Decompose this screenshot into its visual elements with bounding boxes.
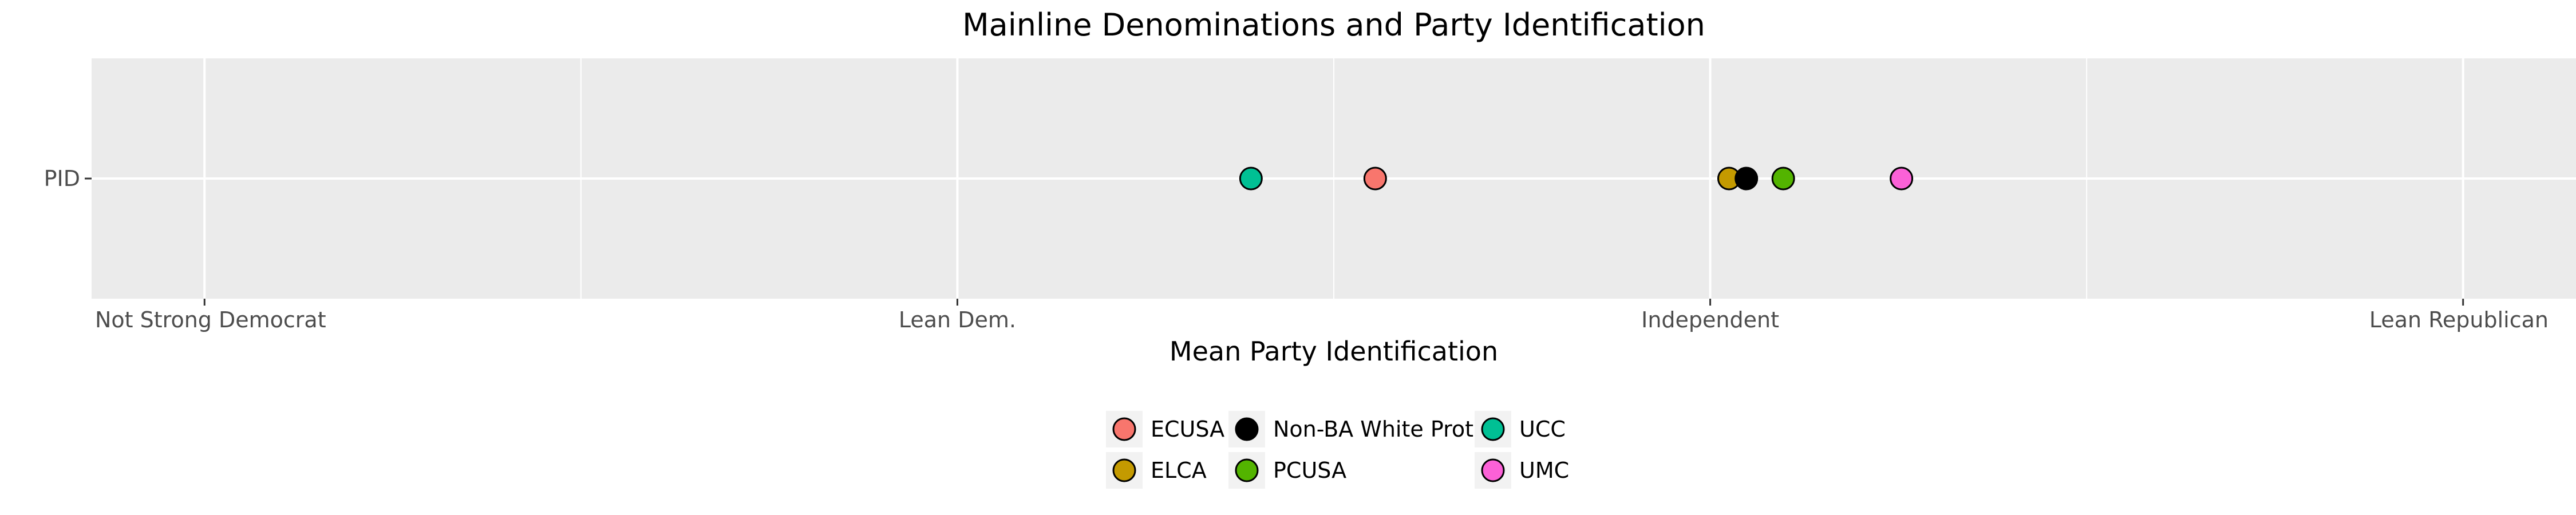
point-pcusa bbox=[1771, 167, 1795, 191]
x-axis-title: Mean Party Identification bbox=[1170, 336, 1498, 367]
legend-key bbox=[1112, 417, 1136, 441]
point-ecusa bbox=[1363, 167, 1387, 191]
point-non-ba-white-prot- bbox=[1735, 167, 1759, 191]
legend-key bbox=[1112, 458, 1136, 482]
y-axis: PID bbox=[44, 166, 92, 191]
x-tick-label: Lean Dem. bbox=[899, 307, 1016, 332]
chart-title: Mainline Denominations and Party Identif… bbox=[962, 7, 1705, 43]
legend-key bbox=[1235, 417, 1259, 441]
legend-label: PCUSA bbox=[1273, 458, 1346, 483]
x-tick-label: Not Strong Democrat bbox=[95, 307, 326, 332]
legend-label: UMC bbox=[1519, 458, 1569, 483]
legend-label: ECUSA bbox=[1151, 417, 1224, 442]
x-tick-label: Independent bbox=[1641, 307, 1779, 332]
gridlines bbox=[92, 58, 2576, 299]
legend: ECUSA ELCA Non-BA White Prot. PCUSA UCC UMC bbox=[1106, 411, 1569, 489]
legend-key bbox=[1481, 417, 1505, 441]
data-points bbox=[1239, 167, 1914, 191]
y-tick-label: PID bbox=[44, 166, 80, 191]
legend-label: Non-BA White Prot. bbox=[1273, 417, 1480, 442]
legend-key bbox=[1481, 458, 1505, 482]
legend-label: UCC bbox=[1519, 417, 1566, 442]
legend-key bbox=[1235, 458, 1259, 482]
point-umc bbox=[1890, 167, 1914, 191]
legend-label: ELCA bbox=[1151, 458, 1207, 483]
x-axis: Not Strong Democrat Lean Dem. Independent L… bbox=[95, 299, 2549, 332]
x-tick-label: Lean Republican bbox=[2369, 307, 2549, 332]
point-ucc bbox=[1239, 167, 1263, 191]
